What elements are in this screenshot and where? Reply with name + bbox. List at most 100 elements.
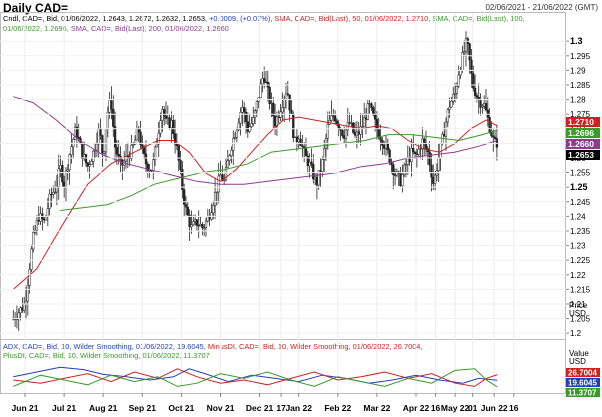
candle-body [139,131,142,146]
candle-body [459,69,462,76]
candle-body [443,133,446,137]
candles [12,31,499,331]
candle-body [359,126,362,135]
candle-body [213,192,217,206]
candle-body [446,109,449,123]
candle-body [277,116,280,118]
chart-title: Daily CAD= [3,1,69,15]
candle-body [68,154,71,170]
candle-body [90,161,93,165]
candle-body [35,220,39,231]
candle-body [199,224,202,226]
candle-body [172,120,175,134]
candle-body [192,221,195,226]
x-tick-label: May 22 [441,403,470,413]
x-tick-label: 01 [468,403,478,413]
candle-body [55,186,59,193]
candle-body [39,213,42,222]
y-tick-label: 1.3 [570,36,583,46]
x-tick-label: Jan 22 [285,403,312,413]
candle-body [143,147,146,155]
candle-body [399,173,402,187]
candle-body [304,148,308,157]
candle-body [77,136,80,139]
candle-body [166,117,169,119]
legend-candle: Cndl, CAD=, Bid, 01/06/2022, 1.2643, 1.2… [3,14,208,23]
indicator-last-box [566,378,600,387]
candle-body [215,191,219,193]
x-tick-label: 16 [431,403,441,413]
candle-body [95,143,99,151]
indicator-last-text: 19.6045 [568,379,597,388]
candle-body [415,153,419,155]
candle-body [184,204,188,208]
x-tick-label: Dec 21 [246,403,274,413]
candle-body [475,95,479,98]
candle-body [46,208,49,217]
candle-body [84,154,88,164]
candle-body [472,73,475,89]
candle-body [288,94,291,111]
adx-panel-frame [0,339,566,394]
candle-body [284,93,288,100]
candle-body [344,129,348,139]
candle-body [201,224,204,229]
indicator-line [13,368,498,388]
legend-sma200: SMA, CAD=, Bid(Last), 200, 01/06/2022, 1… [70,24,229,33]
last-value-text: 1.2660 [568,139,594,149]
candle-body [401,174,404,187]
candle-body [348,122,351,124]
candle-body [361,126,364,128]
candle-body [403,164,406,175]
candle-body [448,106,451,110]
y-tick-label: 1.225 [570,256,591,265]
candle-body [15,318,19,321]
candle-body [113,126,117,148]
candle-body [26,285,29,302]
candle-body [61,165,64,183]
candle-body [430,164,433,178]
candle-body [117,153,120,157]
adx-legend-line-1: ADX, CAD=, Bid, 10, Wilder Smoothing, 01… [3,342,422,351]
candle-body [179,160,182,170]
candle-body [28,269,31,286]
candle-body [232,138,235,151]
candle-body [350,122,353,124]
candle-body [363,117,366,127]
indicator-line [13,368,498,387]
candle-body [310,161,313,165]
candle-body [159,120,162,134]
value-axis-header: Value [569,349,589,358]
sma-lines [12,96,498,290]
time-axis: Jun 21 Jul 21 Aug 21 Sep 21 Oct 21 Nov 21 Dec … [12,393,519,413]
candle-body [17,312,20,320]
candle-body [437,157,440,172]
candle-body [468,43,471,61]
candle-body [370,103,373,108]
candle-body [301,145,304,147]
candle-body [404,164,408,166]
candle-body [70,146,73,155]
candle-body [224,167,228,180]
candle-body [259,83,262,98]
candle-body [372,107,375,115]
candle-body [272,102,275,117]
candle-body [412,148,415,153]
candle-body [152,159,155,172]
last-value-box [566,139,600,149]
candle-body [375,119,379,130]
candle-body [481,106,484,108]
candle-body [32,232,35,250]
candle-body [364,117,368,120]
candle-body [126,155,129,158]
candle-body [493,136,497,139]
candle-body [264,81,268,83]
indicator-last-box [566,368,600,377]
candle-body [290,109,293,115]
date-range: 02/06/2021 - 21/06/2022 (GMT) [485,3,598,12]
legend-adx: ADX, CAD=, Bid, 10, Wilder Smoothing, 01… [3,342,206,351]
last-value-text: 1.2696 [568,128,594,138]
candle-body [355,131,359,136]
candle-body [357,131,360,135]
candle-body [388,149,391,163]
